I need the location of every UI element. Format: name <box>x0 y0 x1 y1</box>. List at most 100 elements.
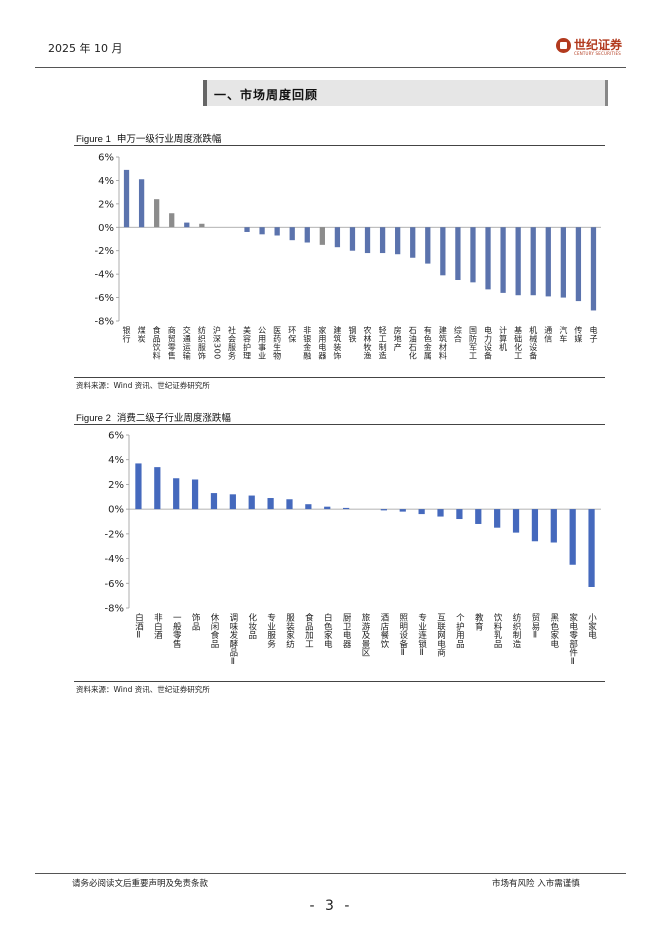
x-tick-label: 公用事业 <box>258 326 267 360</box>
figure2-title: Figure 2 消费二级子行业周度涨跌幅 <box>76 410 231 424</box>
bar <box>343 507 350 510</box>
bar <box>184 222 190 228</box>
x-tick-label: 汽车 <box>559 325 568 344</box>
x-tick-label: 纺织服饰 <box>197 325 206 361</box>
x-tick-label: 专业连锁Ⅱ <box>417 612 427 658</box>
y-tick-label: 6% <box>98 153 114 164</box>
bar <box>500 227 506 293</box>
bar <box>437 509 444 517</box>
bar <box>138 179 145 228</box>
x-tick-label: 美容护理 <box>243 325 252 360</box>
x-tick-label: 食品加工 <box>303 612 313 648</box>
bar <box>210 493 218 510</box>
y-tick-label: -2% <box>95 246 114 257</box>
x-tick-label: 家电零部件Ⅱ <box>568 612 578 667</box>
bar <box>289 227 295 241</box>
footer-risk-warning: 市场有风险 入市需谨慎 <box>492 879 580 889</box>
figure1-label: Figure 1 <box>76 134 111 145</box>
figure1-source: 资料来源：Wind 资讯、世纪证券研究所 <box>76 381 210 390</box>
y-tick-label: 4% <box>98 176 114 187</box>
section-heading-box <box>203 80 605 106</box>
x-tick-label: 白酒Ⅱ <box>133 612 143 640</box>
x-tick-label: 房地产 <box>393 325 402 352</box>
x-tick-label: 计算机 <box>499 325 508 352</box>
x-tick-label: 基础化工 <box>514 325 523 360</box>
x-tick-label: 电子 <box>589 325 598 343</box>
x-tick-label: 沪深300 <box>212 325 221 360</box>
x-tick-label: 有色金属 <box>423 325 432 361</box>
bar <box>494 509 501 528</box>
bar <box>334 227 341 248</box>
x-tick-label: 商贸零售 <box>167 325 176 361</box>
bar <box>229 494 236 510</box>
x-tick-label: 服装家纺 <box>284 613 294 649</box>
bar <box>418 509 425 515</box>
figure1-top-rule <box>74 145 605 146</box>
bar <box>305 504 312 510</box>
x-tick-label: 贸易Ⅱ <box>530 612 540 640</box>
figure2-chart: 6% 4% 2% 0% -2% -4% -6% -8% 白酒Ⅱ 非白酒 一般零售 饰品 休闲食品 调味发酵… <box>105 431 601 667</box>
x-tick-label: 饰品 <box>190 612 200 631</box>
y-tick-label: 0% <box>98 223 114 234</box>
x-tick-label: 专业服务 <box>266 612 276 648</box>
x-tick-label: 小家电 <box>587 612 597 639</box>
bar <box>259 227 265 235</box>
bar <box>191 479 199 510</box>
header-divider <box>35 67 626 68</box>
x-tick-label: 钢铁 <box>348 325 357 344</box>
x-tick-label: 厨卫电器 <box>341 613 351 649</box>
section-title: 一、市场周度回顾 <box>214 88 319 102</box>
bar <box>274 227 280 236</box>
x-tick-label: 银行 <box>122 325 131 344</box>
x-tick-label: 非白酒 <box>152 612 162 640</box>
bar <box>545 227 551 297</box>
figure1-title: Figure 1 申万一级行业周度涨跌幅 <box>76 131 221 145</box>
x-tick-label: 纺织制造 <box>511 612 521 648</box>
bar <box>399 509 406 512</box>
x-tick-label: 非银金融 <box>303 325 312 361</box>
x-tick-label: 传媒 <box>574 325 583 344</box>
x-tick-label: 白色家电 <box>322 612 332 648</box>
x-tick-label: 通信 <box>544 325 553 344</box>
y-tick-label: 2% <box>108 480 124 491</box>
x-tick-label: 医药生物 <box>273 326 282 361</box>
bar <box>485 227 491 290</box>
brand-emblem-icon <box>556 38 571 53</box>
y-tick-label: -8% <box>105 604 124 615</box>
x-tick-label: 旅游及景区 <box>360 612 370 657</box>
x-tick-label: 机械设备 <box>529 325 538 361</box>
x-tick-label: 综合 <box>453 325 462 344</box>
figure2-bottom-rule <box>74 681 605 682</box>
bar <box>154 467 161 510</box>
y-tick-label: -4% <box>95 270 114 281</box>
bar <box>455 227 461 280</box>
bar <box>169 213 175 228</box>
y-tick-label: 2% <box>98 199 114 210</box>
bar <box>244 227 250 232</box>
bar <box>475 509 482 524</box>
bar <box>590 227 597 311</box>
x-tick-label: 家用电器 <box>318 325 327 361</box>
bar <box>560 227 566 298</box>
bar <box>267 498 274 510</box>
bar <box>364 227 371 254</box>
figure1-chart: 6% 4% 2% 0% -2% -4% -6% -8% 银行 煤炭 食品饮料 商贸零售 交通运输 纺织服饰… <box>95 153 601 361</box>
bar <box>286 499 293 510</box>
bar <box>135 463 142 510</box>
x-tick-label: 社会服务 <box>227 325 236 361</box>
x-tick-label: 化妆品 <box>247 612 257 640</box>
bar <box>248 495 255 510</box>
bar <box>515 227 521 296</box>
x-tick-label: 互联网电商 <box>436 613 446 658</box>
bar <box>379 227 386 254</box>
y-tick-label: 6% <box>108 431 124 442</box>
brand-subtitle: CENTURY SECURITIES <box>574 51 621 56</box>
bar <box>349 227 356 251</box>
bar <box>531 509 539 542</box>
x-tick-label: 电力设备 <box>484 325 493 361</box>
x-tick-label: 教育 <box>473 612 483 631</box>
bar <box>319 227 325 245</box>
report-date: 2025 年 10 月 <box>48 42 123 55</box>
bar <box>569 509 576 565</box>
x-tick-label: 煤炭 <box>137 325 146 344</box>
